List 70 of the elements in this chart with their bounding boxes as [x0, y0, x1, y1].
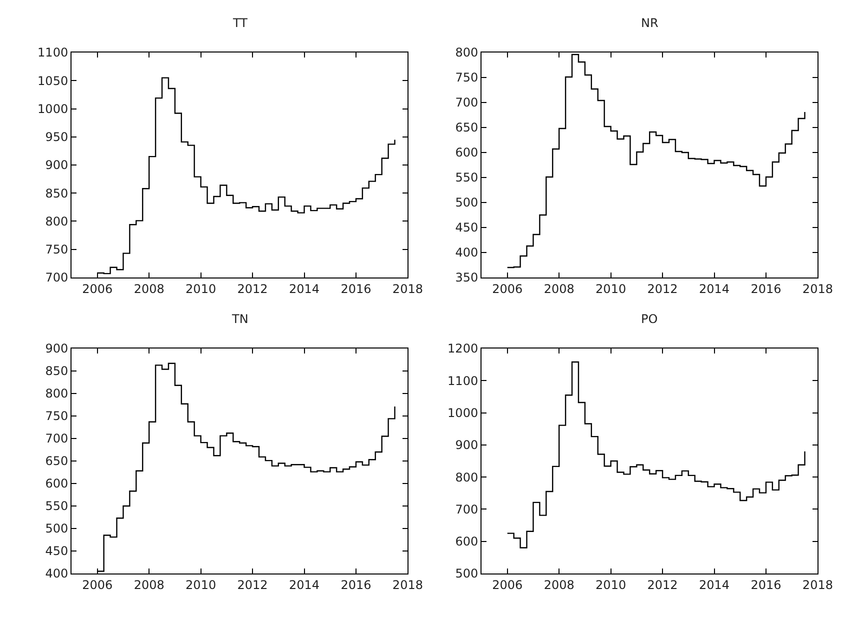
x-tick-label: 2008: [544, 282, 574, 296]
x-tick-label: 2018: [392, 282, 423, 296]
y-tick-label: 900: [45, 342, 68, 356]
x-tick-label: 2012: [237, 282, 268, 296]
x-tick-label: 2014: [288, 578, 320, 592]
x-tick-label: 2016: [750, 282, 782, 296]
x-tick-label: 2018: [802, 578, 833, 592]
y-tick-label: 850: [45, 364, 68, 378]
y-tick-label: 350: [455, 270, 478, 285]
chart-title: NR: [641, 16, 658, 30]
x-tick-label: 2006: [492, 282, 523, 296]
x-tick-label: 2008: [134, 282, 164, 296]
y-tick-label: 900: [45, 158, 68, 172]
x-tick-label: 2012: [647, 282, 678, 296]
x-tick-label: 2018: [802, 282, 833, 296]
x-tick-label: 2014: [698, 282, 730, 296]
x-tick-label: 2010: [596, 578, 626, 592]
y-tick-label: 1100: [38, 46, 68, 60]
y-tick-label: 700: [45, 432, 68, 446]
y-tick-label: 400: [455, 246, 478, 260]
y-tick-label: 450: [455, 220, 478, 235]
y-tick-label: 550: [45, 499, 68, 514]
chart-title: TT: [232, 16, 248, 30]
chart-title: TN: [231, 312, 248, 326]
y-tick-label: 800: [455, 470, 478, 484]
y-tick-label: 750: [455, 70, 478, 85]
y-tick-label: 800: [45, 386, 68, 401]
y-tick-label: 1200: [448, 342, 478, 356]
chart-title: PO: [641, 312, 658, 326]
x-tick-label: 2012: [237, 578, 268, 592]
y-tick-label: 500: [455, 566, 478, 581]
y-tick-label: 600: [45, 476, 68, 491]
x-tick-label: 2012: [647, 578, 678, 592]
x-tick-label: 2010: [596, 282, 626, 296]
y-tick-label: 600: [455, 534, 478, 549]
y-tick-label: 450: [45, 544, 68, 558]
y-tick-label: 700: [455, 502, 478, 516]
y-tick-label: 650: [455, 120, 478, 135]
x-tick-label: 2006: [82, 578, 113, 592]
x-tick-label: 2008: [134, 578, 164, 592]
y-tick-label: 550: [455, 170, 478, 185]
x-tick-label: 2010: [186, 578, 216, 592]
y-tick-label: 850: [45, 186, 68, 200]
y-tick-label: 900: [455, 438, 478, 452]
y-tick-label: 500: [455, 196, 478, 210]
x-tick-label: 2016: [340, 578, 372, 592]
y-tick-label: 650: [45, 454, 68, 468]
y-tick-label: 800: [455, 46, 478, 60]
y-tick-label: 700: [45, 270, 68, 285]
x-tick-label: 2006: [492, 578, 523, 592]
x-tick-label: 2016: [340, 282, 372, 296]
y-tick-label: 1000: [448, 406, 478, 420]
y-tick-label: 1000: [38, 102, 68, 116]
y-tick-label: 750: [45, 409, 68, 424]
y-tick-label: 950: [45, 130, 68, 144]
x-tick-label: 2010: [186, 282, 216, 296]
y-tick-label: 500: [45, 522, 68, 536]
y-tick-label: 800: [45, 214, 68, 228]
x-tick-label: 2008: [544, 578, 574, 592]
y-tick-label: 700: [455, 96, 478, 110]
x-tick-label: 2016: [750, 578, 782, 592]
y-tick-label: 750: [45, 242, 68, 257]
y-tick-label: 400: [45, 566, 68, 581]
x-tick-label: 2014: [288, 282, 320, 296]
y-tick-label: 1100: [448, 374, 478, 388]
x-tick-label: 2006: [82, 282, 113, 296]
y-tick-label: 600: [455, 146, 478, 160]
x-tick-label: 2014: [698, 578, 730, 592]
x-tick-label: 2018: [392, 578, 423, 592]
y-tick-label: 1050: [38, 74, 68, 88]
